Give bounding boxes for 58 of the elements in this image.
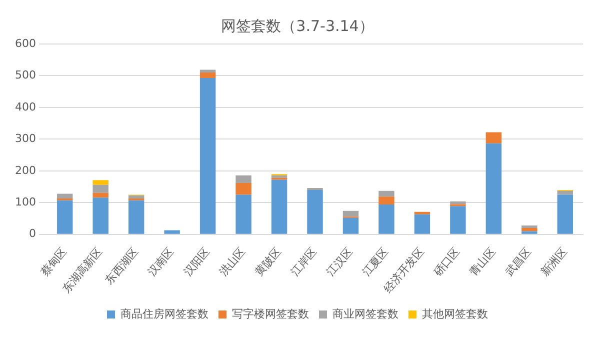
x-tick-label: 蔡甸区: [38, 245, 70, 279]
bar: [342, 218, 359, 234]
x-tick-label: 黄陂区: [252, 245, 284, 279]
x-tick-label: 新洲区: [538, 245, 570, 279]
bar: [378, 190, 394, 197]
bar: [92, 180, 108, 185]
bar: [271, 175, 288, 178]
x-tick-label: 江岸区: [288, 245, 320, 279]
y-tick-label: 200: [14, 164, 36, 177]
x-tick-label: 青山区: [466, 245, 498, 279]
bar: [164, 230, 180, 234]
y-tick-label: 500: [14, 68, 36, 82]
bar: [414, 212, 430, 214]
bar: [378, 204, 394, 234]
bar: [271, 180, 288, 234]
bar: [522, 226, 538, 228]
x-tick-label: 武昌区: [502, 245, 534, 279]
bar: [57, 194, 73, 199]
bar: [128, 195, 144, 199]
bar: [236, 194, 252, 234]
bar: [200, 72, 216, 78]
bar: [128, 200, 144, 234]
bar: [486, 143, 502, 234]
bar: [557, 194, 573, 234]
legend-label: 其他网签套数: [422, 307, 488, 320]
bar: [92, 192, 108, 198]
bar: [522, 231, 538, 234]
x-tick-label: 洪山区: [216, 245, 248, 279]
x-tick-label: 东西湖区: [102, 245, 141, 288]
legend-label: 商品住房网签套数: [120, 307, 208, 320]
bar: [486, 132, 502, 144]
bar: [236, 175, 252, 183]
bar: [307, 190, 323, 234]
x-tick-label: 汉阳区: [181, 245, 212, 279]
bar: [450, 206, 466, 234]
bar: [92, 184, 108, 193]
x-tick-label: 汉南区: [145, 245, 177, 279]
chart-title: 网签套数（3.7-3.14）: [221, 16, 374, 35]
x-tick-label: 江夏区: [360, 245, 391, 279]
bar: [414, 214, 430, 234]
x-tick-label: 硚口区: [430, 245, 462, 280]
bar: [236, 182, 252, 195]
bar: [200, 70, 216, 73]
bar: [200, 78, 216, 234]
bar: [57, 200, 73, 234]
y-tick-label: 300: [14, 132, 36, 146]
y-tick-label: 0: [28, 227, 36, 240]
y-tick-label: 100: [14, 196, 36, 209]
bar: [557, 190, 573, 195]
bar: [92, 198, 108, 234]
bar: [378, 196, 394, 205]
bar: [342, 210, 359, 217]
legend-label: 写字楼网签套数: [232, 307, 309, 320]
y-tick-label: 600: [14, 36, 36, 50]
x-tick-label: 江汉区: [324, 245, 356, 279]
bar: [522, 228, 538, 232]
legend-label: 商业网签套数: [332, 307, 398, 320]
y-tick-label: 400: [14, 100, 36, 114]
